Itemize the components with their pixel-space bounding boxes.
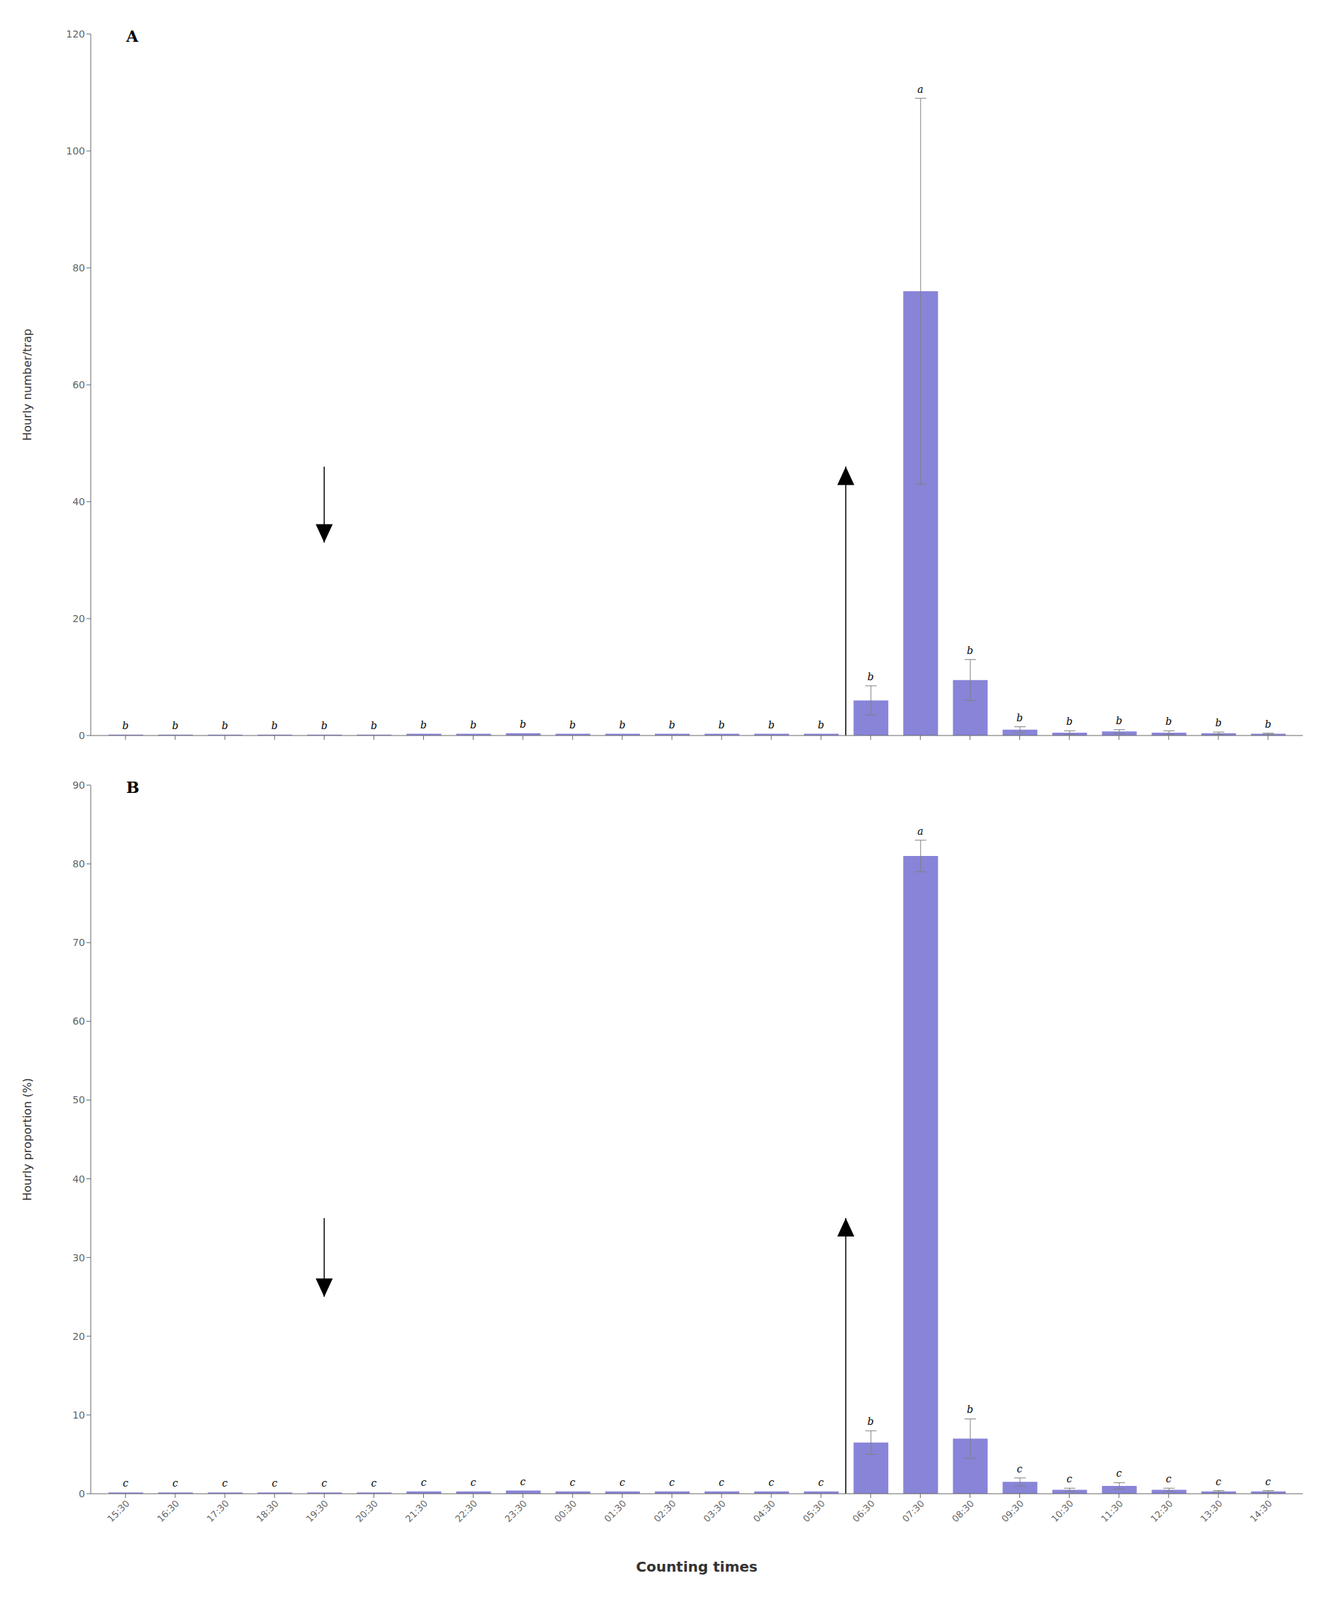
svg-text:80: 80 — [72, 262, 86, 274]
svg-text:03:30: 03:30 — [701, 1498, 728, 1525]
svg-text:c: c — [1017, 1463, 1023, 1476]
svg-text:b: b — [370, 720, 378, 732]
svg-text:Hourly number/trap: Hourly number/trap — [20, 328, 35, 441]
svg-text:c: c — [172, 1477, 178, 1490]
svg-text:a: a — [917, 83, 923, 95]
svg-text:c: c — [817, 1477, 824, 1489]
svg-text:60: 60 — [72, 379, 86, 391]
svg-text:01:30: 01:30 — [601, 1498, 629, 1525]
svg-text:b: b — [966, 645, 974, 657]
svg-text:14:30: 14:30 — [1247, 1498, 1274, 1525]
svg-text:18:30: 18:30 — [254, 1498, 281, 1525]
svg-text:b: b — [718, 719, 726, 731]
svg-text:70: 70 — [72, 937, 86, 949]
svg-text:21:30: 21:30 — [403, 1498, 430, 1525]
html-text:A: A — [126, 26, 139, 46]
svg-text:c: c — [669, 1477, 675, 1489]
svg-text:40: 40 — [72, 496, 86, 508]
svg-text:12:30: 12:30 — [1148, 1498, 1175, 1525]
svg-text:b: b — [1066, 715, 1073, 728]
svg-text:c: c — [520, 1476, 526, 1488]
svg-text:c: c — [569, 1477, 576, 1489]
svg-text:Hourly proportion (%): Hourly proportion (%) — [20, 1078, 35, 1202]
svg-text:b: b — [966, 1404, 974, 1416]
svg-text:Counting times: Counting times — [635, 1558, 758, 1576]
svg-text:08:30: 08:30 — [949, 1498, 977, 1525]
svg-text:b: b — [321, 720, 328, 732]
svg-text:19:30: 19:30 — [304, 1498, 331, 1525]
svg-text:b: b — [1115, 715, 1123, 727]
svg-text:c: c — [1265, 1476, 1271, 1488]
svg-text:13:30: 13:30 — [1197, 1498, 1225, 1525]
svg-text:23:30: 23:30 — [502, 1498, 529, 1525]
svg-text:b: b — [1264, 718, 1271, 731]
svg-text:c: c — [470, 1477, 477, 1489]
svg-text:20: 20 — [72, 1331, 86, 1343]
svg-text:b: b — [221, 720, 229, 732]
svg-text:b: b — [867, 671, 874, 683]
svg-text:04:30: 04:30 — [751, 1498, 778, 1525]
svg-text:22:30: 22:30 — [452, 1498, 480, 1525]
svg-text:b: b — [271, 720, 278, 732]
svg-text:120: 120 — [65, 28, 86, 40]
svg-text:b: b — [420, 719, 427, 731]
svg-text:90: 90 — [72, 779, 86, 792]
svg-text:0: 0 — [78, 1488, 86, 1500]
svg-text:b: b — [768, 719, 775, 731]
svg-text:20:30: 20:30 — [353, 1498, 380, 1525]
svg-text:b: b — [668, 719, 675, 731]
svg-text:c: c — [1066, 1473, 1073, 1485]
svg-text:15:30: 15:30 — [105, 1498, 132, 1525]
svg-text:100: 100 — [65, 145, 86, 157]
svg-text:c: c — [321, 1477, 327, 1490]
svg-text:c: c — [1166, 1473, 1172, 1485]
svg-text:b: b — [122, 720, 130, 732]
svg-text:b: b — [519, 718, 526, 731]
svg-text:07:30: 07:30 — [900, 1498, 927, 1525]
svg-text:c: c — [1215, 1476, 1222, 1488]
html-text:B: B — [126, 778, 140, 797]
svg-text:c: c — [768, 1477, 775, 1489]
svg-text:c: c — [271, 1477, 278, 1490]
svg-text:17:30: 17:30 — [204, 1498, 232, 1525]
svg-text:80: 80 — [72, 858, 86, 870]
svg-text:16:30: 16:30 — [155, 1498, 182, 1525]
svg-text:c: c — [718, 1477, 725, 1489]
svg-text:b: b — [867, 1416, 874, 1428]
svg-text:b: b — [172, 720, 179, 732]
svg-text:0: 0 — [78, 730, 86, 742]
svg-text:b: b — [1165, 715, 1172, 728]
svg-text:00:30: 00:30 — [552, 1498, 579, 1525]
svg-text:30: 30 — [72, 1252, 86, 1264]
svg-text:c: c — [221, 1477, 228, 1490]
svg-text:60: 60 — [72, 1015, 86, 1028]
svg-text:40: 40 — [72, 1173, 86, 1186]
svg-text:09:30: 09:30 — [999, 1498, 1026, 1525]
svg-text:c: c — [1116, 1467, 1123, 1480]
svg-text:02:30: 02:30 — [652, 1498, 679, 1525]
svg-text:b: b — [1214, 717, 1222, 729]
svg-text:50: 50 — [72, 1094, 86, 1106]
svg-text:05:30: 05:30 — [800, 1498, 828, 1525]
svg-text:b: b — [569, 719, 576, 731]
svg-text:c: c — [371, 1477, 378, 1490]
svg-text:b: b — [469, 719, 477, 731]
svg-text:c: c — [619, 1477, 626, 1489]
svg-text:b: b — [618, 719, 626, 731]
svg-text:10:30: 10:30 — [1049, 1498, 1076, 1525]
svg-text:20: 20 — [72, 613, 86, 625]
svg-text:11:30: 11:30 — [1098, 1498, 1125, 1525]
svg-text:b: b — [1016, 712, 1023, 724]
svg-text:c: c — [122, 1477, 129, 1490]
svg-text:a: a — [917, 825, 923, 838]
svg-text:06:30: 06:30 — [850, 1498, 877, 1525]
svg-text:b: b — [817, 719, 825, 731]
svg-text:c: c — [421, 1477, 427, 1489]
svg-text:10: 10 — [72, 1409, 86, 1422]
